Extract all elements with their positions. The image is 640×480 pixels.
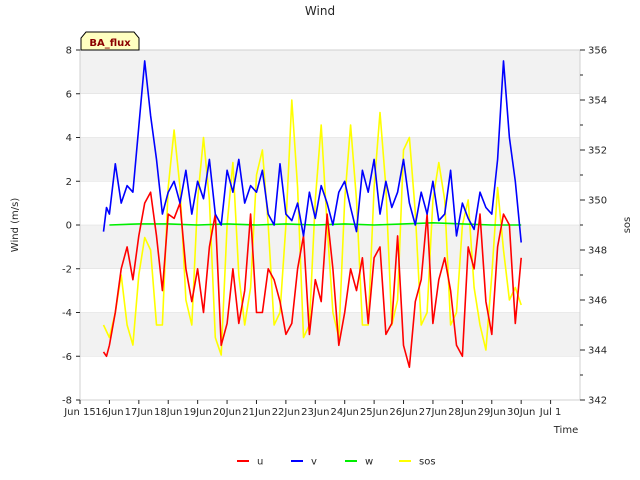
series-line-w xyxy=(109,222,522,226)
band--6 xyxy=(80,312,580,357)
y-tick-label: 8 xyxy=(66,46,72,57)
x-tick-label: 26Jun xyxy=(389,407,417,418)
y2-tick-label: 344 xyxy=(588,346,607,357)
y2-axis-ticks: 342 344 346 348 350 352 354 356 xyxy=(580,46,607,407)
legend-label-u: u xyxy=(257,457,263,468)
chart-title: Wind xyxy=(305,4,335,18)
y2-tick-label: 354 xyxy=(588,96,607,107)
x-tick-label: Jun 15 xyxy=(63,407,96,418)
x-tick-label: 17Jun xyxy=(125,407,153,418)
x-tick-label: 21Jun xyxy=(242,407,270,418)
x-tick-label: 23Jun xyxy=(301,407,329,418)
x-tick-label: 20Jun xyxy=(213,407,241,418)
x-tick-label: 27Jun xyxy=(419,407,447,418)
x-axis-label: Time xyxy=(553,425,578,436)
badge-box xyxy=(80,31,140,51)
y2-tick-label: 350 xyxy=(588,196,607,207)
x-tick-label: 22Jun xyxy=(272,407,300,418)
y-tick-label: -8 xyxy=(62,396,72,407)
y-tick-label: 6 xyxy=(66,89,72,100)
y-tick-label: 4 xyxy=(66,133,72,144)
y-tick-label: 0 xyxy=(66,221,72,232)
x-tick-label: 18Jun xyxy=(154,407,182,418)
y2-axis-label: sos xyxy=(622,217,633,234)
series-line-sos xyxy=(102,99,522,356)
legend-label-w: w xyxy=(365,457,373,468)
badge-label: BA_flux xyxy=(89,38,131,49)
y2-tick-label: 348 xyxy=(588,246,607,257)
site-badge: BA_flux xyxy=(80,31,140,51)
y-axis-label: Wind (m/s) xyxy=(10,198,21,253)
legend-label-v: v xyxy=(311,457,317,468)
x-tick-label: 16Jun xyxy=(95,407,123,418)
x-tick-label: 24Jun xyxy=(331,407,359,418)
legend-label-sos: sos xyxy=(419,457,436,468)
y2-tick-label: 342 xyxy=(588,396,607,407)
y-tick-label: -4 xyxy=(62,308,72,319)
x-tick-label: 19Jun xyxy=(183,407,211,418)
band-6 xyxy=(80,50,580,94)
y-tick-label: -2 xyxy=(62,264,72,275)
y-axis-ticks: -8 -6 -4 -2 0 2 4 6 8 xyxy=(62,46,80,407)
y-tick-label: 2 xyxy=(66,177,72,188)
x-tick-label: 30Jun xyxy=(507,407,535,418)
y2-tick-label: 356 xyxy=(588,46,607,57)
x-tick-label: 29Jun xyxy=(478,407,506,418)
x-tick-label: 25Jun xyxy=(360,407,388,418)
y-tick-label: -6 xyxy=(62,352,72,363)
series-lines xyxy=(102,60,522,369)
x-tick-label: Jul 1 xyxy=(539,407,562,418)
y2-tick-label: 352 xyxy=(588,146,607,157)
x-axis-ticks: Jun 15 16Jun 17Jun 18Jun 19Jun 20Jun 21Jun 22Ju… xyxy=(63,400,561,418)
legend: u v w sos xyxy=(237,457,436,468)
x-tick-label: 28Jun xyxy=(448,407,476,418)
series-line-v xyxy=(102,60,522,243)
y2-tick-label: 346 xyxy=(588,296,607,307)
series-line-u xyxy=(102,191,522,369)
